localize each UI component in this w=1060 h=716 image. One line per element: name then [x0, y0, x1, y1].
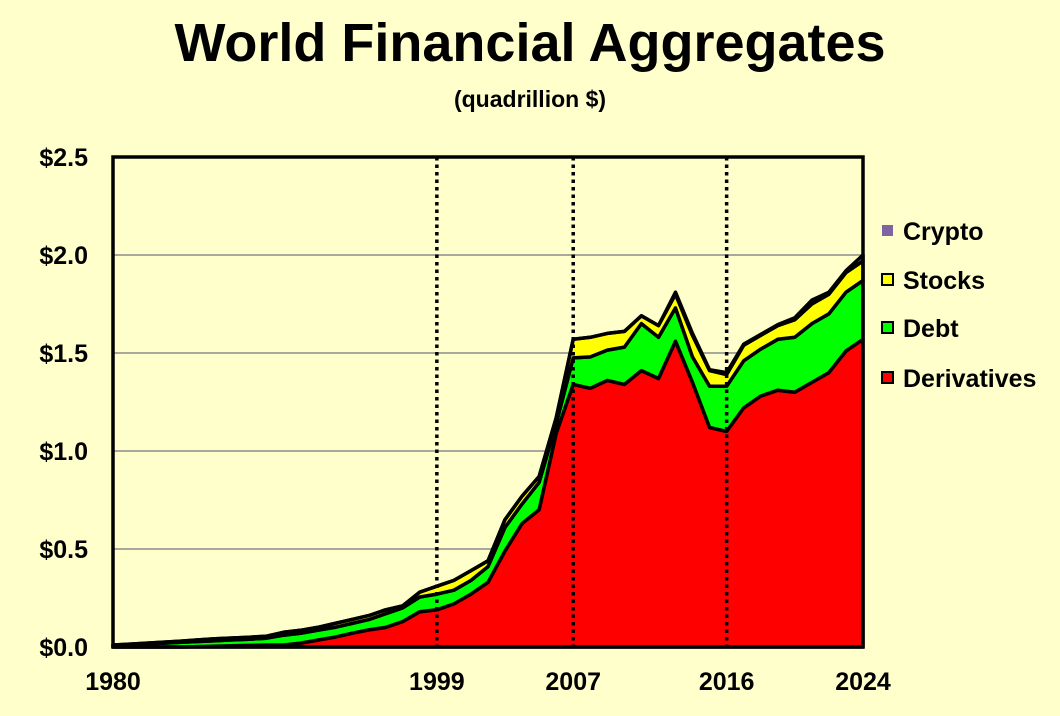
- legend-swatch: [881, 321, 894, 334]
- y-axis: $0.0 $0.5 $1.0 $1.5 $2.0 $2.5: [39, 144, 88, 662]
- chart-title: World Financial Aggregates: [174, 13, 886, 73]
- legend-item-stocks: Stocks: [881, 267, 985, 295]
- x-tick-label: 2007: [545, 668, 601, 696]
- legend-swatch: [881, 273, 894, 286]
- y-tick-label: $1.0: [39, 438, 88, 466]
- legend-label: Debt: [903, 315, 959, 343]
- y-tick-label: $1.5: [39, 340, 88, 368]
- legend-item-derivatives: Derivatives: [881, 365, 1036, 393]
- x-tick-label: 1999: [409, 668, 465, 696]
- y-tick-label: $2.0: [39, 242, 88, 270]
- reference-lines: [435, 157, 729, 647]
- y-tick-label: $2.5: [39, 144, 88, 172]
- legend-item-crypto: Crypto: [882, 218, 984, 246]
- legend-label: Crypto: [903, 218, 984, 246]
- legend-swatch: [881, 371, 894, 384]
- x-tick-label: 1980: [85, 668, 141, 696]
- legend-label: Derivatives: [903, 365, 1036, 393]
- y-tick-label: $0.0: [39, 634, 88, 662]
- chart-subtitle: (quadrillion $): [453, 86, 607, 112]
- x-tick-label: 2016: [699, 668, 755, 696]
- legend-item-debt: Debt: [881, 315, 959, 343]
- x-tick-label: 2024: [835, 668, 891, 696]
- legend-swatch: [882, 225, 893, 236]
- legend-label: Stocks: [903, 267, 985, 295]
- legend: Crypto Stocks Debt Derivatives: [881, 218, 1036, 393]
- y-tick-label: $0.5: [39, 536, 88, 564]
- plot-frame: [111, 155, 865, 649]
- x-axis: 1980 1999 2007 2016 2024: [85, 668, 891, 696]
